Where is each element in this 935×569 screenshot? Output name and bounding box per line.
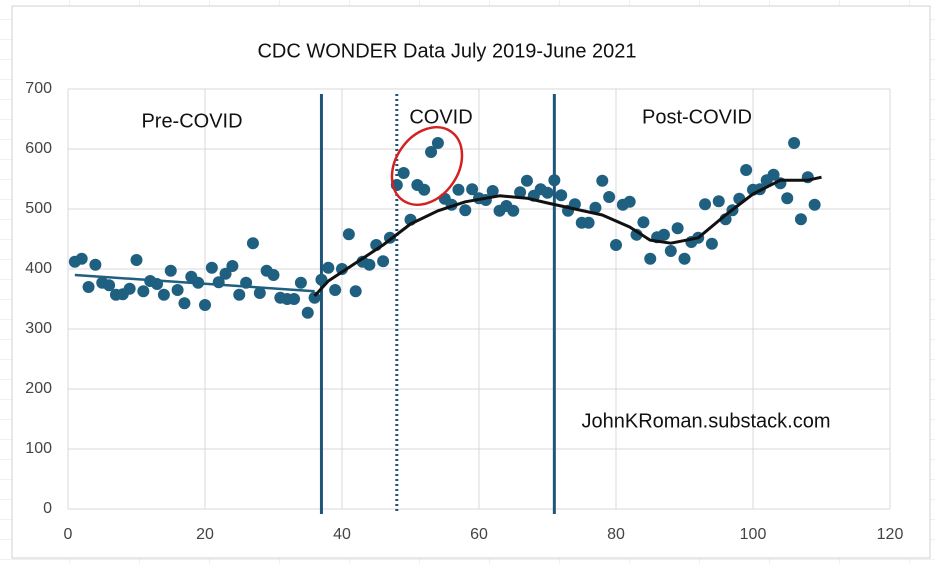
y-tick-label: 500 xyxy=(25,200,52,217)
trend-line xyxy=(74,273,315,293)
annotation: Post-COVID xyxy=(642,106,752,128)
point xyxy=(349,285,362,298)
x-tick-label: 40 xyxy=(333,526,351,543)
y-tick-label: 0 xyxy=(43,500,52,517)
point xyxy=(788,137,801,149)
x-tick-label: 0 xyxy=(64,526,73,543)
point xyxy=(486,185,499,197)
point xyxy=(336,263,348,275)
point xyxy=(431,137,444,149)
x-tick-label: 60 xyxy=(470,526,488,543)
point xyxy=(459,204,472,217)
point xyxy=(425,146,438,158)
point xyxy=(253,287,266,299)
point xyxy=(541,186,554,199)
point xyxy=(130,254,143,266)
point xyxy=(699,198,712,211)
point xyxy=(205,261,218,274)
point xyxy=(301,306,314,319)
point xyxy=(219,267,232,280)
point xyxy=(397,167,410,179)
point xyxy=(644,252,657,265)
point xyxy=(582,216,595,229)
y-tick-label: 200 xyxy=(25,380,52,397)
point xyxy=(794,213,807,226)
point xyxy=(329,284,342,296)
point xyxy=(178,297,191,310)
point xyxy=(603,191,616,203)
point xyxy=(171,284,184,296)
point xyxy=(466,183,479,196)
point xyxy=(363,258,376,271)
point xyxy=(548,174,561,187)
point xyxy=(767,168,780,181)
trend-line xyxy=(313,175,822,298)
point xyxy=(322,261,335,274)
point xyxy=(123,282,136,295)
point xyxy=(781,192,794,205)
point xyxy=(103,279,116,292)
highlight-circle xyxy=(390,126,464,206)
point xyxy=(157,288,170,301)
y-tick-label: 100 xyxy=(25,440,52,457)
point xyxy=(514,186,527,199)
plot: 0 100 200 300 400 500 600 700 0 20 40 60 80 100 120 xyxy=(25,80,903,543)
point xyxy=(657,228,670,241)
point xyxy=(418,183,431,196)
point xyxy=(89,258,102,271)
annotation: Pre-COVID xyxy=(141,110,242,132)
point xyxy=(705,237,718,250)
y-tick-label: 600 xyxy=(25,140,52,157)
x-tick-label: 100 xyxy=(740,526,767,543)
point xyxy=(233,288,246,301)
point xyxy=(267,269,280,281)
point xyxy=(589,201,602,214)
point xyxy=(610,239,622,251)
annotation: JohnKRoman.substack.com xyxy=(581,410,830,432)
point xyxy=(555,189,568,202)
point xyxy=(623,195,636,208)
point xyxy=(246,237,259,250)
point xyxy=(712,195,725,208)
y-tick-label: 700 xyxy=(25,80,52,97)
chart-title: CDC WONDER Data July 2019-June 2021 xyxy=(257,40,636,62)
point xyxy=(671,222,684,235)
point xyxy=(226,260,239,272)
point xyxy=(664,245,677,257)
point xyxy=(199,299,211,311)
point xyxy=(377,255,390,268)
point xyxy=(164,264,177,277)
x-tick-label: 120 xyxy=(877,526,904,543)
point xyxy=(82,281,95,293)
y-tick-label: 400 xyxy=(25,260,52,277)
x-tick-label: 20 xyxy=(196,526,214,543)
point xyxy=(520,174,533,187)
point xyxy=(452,183,465,196)
x-tick-label: 80 xyxy=(607,526,625,543)
point xyxy=(342,228,355,241)
point xyxy=(75,252,88,265)
y-tick-label: 300 xyxy=(25,320,52,337)
point xyxy=(294,276,307,289)
point xyxy=(596,174,609,187)
annotation: COVID xyxy=(409,106,472,128)
point xyxy=(637,216,650,229)
point xyxy=(678,252,691,265)
point xyxy=(740,164,753,176)
point xyxy=(507,204,520,217)
point xyxy=(808,198,821,211)
point xyxy=(315,273,328,286)
point xyxy=(137,285,150,298)
point xyxy=(288,293,301,305)
